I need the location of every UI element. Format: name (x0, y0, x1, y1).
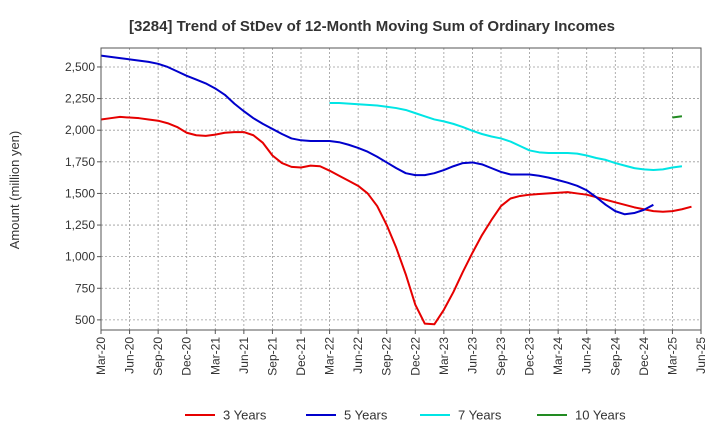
x-tick-label: Mar-25 (665, 337, 679, 375)
legend-label-10-years: 10 Years (575, 408, 626, 423)
x-tick-label: Sep-21 (265, 337, 279, 376)
legend-label-3-years: 3 Years (223, 408, 267, 423)
x-axis-ticks: Mar-20 Jun-20 Sep-20 Dec-20 Mar-21 Jun-21 Sep-… (94, 330, 708, 376)
y-axis-label: Amount (million yen) (7, 131, 22, 250)
x-tick-label: Sep-20 (151, 337, 165, 376)
legend-label-5-years: 5 Years (344, 408, 388, 423)
x-tick-label: Mar-22 (323, 337, 337, 375)
y-axis-ticks: 500 750 1,000 1,250 1,500 1,750 2,000 2,250 2,50… (65, 60, 101, 327)
x-tick-label: Mar-20 (94, 337, 108, 375)
y-tick-label: 1,500 (65, 186, 95, 200)
y-tick-label: 2,000 (65, 123, 95, 137)
x-tick-label: Jun-22 (351, 337, 365, 374)
y-tick-label: 1,000 (65, 250, 95, 264)
series-line-3-years (100, 115, 692, 326)
series-lines (100, 54, 692, 326)
series-line-10-years (672, 115, 683, 119)
y-tick-label: 1,250 (65, 218, 95, 232)
x-tick-label: Dec-24 (637, 337, 651, 376)
x-tick-label: Jun-24 (580, 337, 594, 374)
y-tick-label: 2,250 (65, 92, 95, 106)
series-line-5-years (100, 54, 654, 216)
x-tick-label: Mar-21 (208, 337, 222, 375)
y-tick-label: 1,750 (65, 155, 95, 169)
x-tick-label: Mar-23 (437, 337, 451, 375)
series-line-7-years (329, 102, 683, 172)
x-tick-label: Sep-24 (608, 337, 622, 376)
plot-area (101, 48, 701, 330)
x-tick-label: Jun-25 (694, 337, 708, 374)
x-tick-label: Dec-21 (294, 337, 308, 376)
legend: 3 Years 5 Years 7 Years 10 Years (185, 408, 626, 423)
x-tick-label: Dec-23 (523, 337, 537, 376)
legend-label-7-years: 7 Years (458, 408, 502, 423)
x-tick-label: Jun-21 (237, 337, 251, 374)
y-tick-label: 500 (75, 313, 95, 327)
x-tick-label: Mar-24 (551, 337, 565, 375)
x-tick-label: Sep-22 (380, 337, 394, 376)
x-tick-label: Dec-22 (408, 337, 422, 376)
x-tick-label: Jun-23 (465, 337, 479, 374)
x-tick-label: Sep-23 (494, 337, 508, 376)
y-tick-label: 750 (75, 281, 95, 295)
x-tick-label: Jun-20 (123, 337, 137, 374)
y-tick-label: 2,500 (65, 60, 95, 74)
x-tick-label: Dec-20 (180, 337, 194, 376)
chart-title: [3284] Trend of StDev of 12-Month Moving… (129, 18, 615, 35)
grid-lines (101, 48, 701, 330)
plot-frame (100, 47, 702, 331)
